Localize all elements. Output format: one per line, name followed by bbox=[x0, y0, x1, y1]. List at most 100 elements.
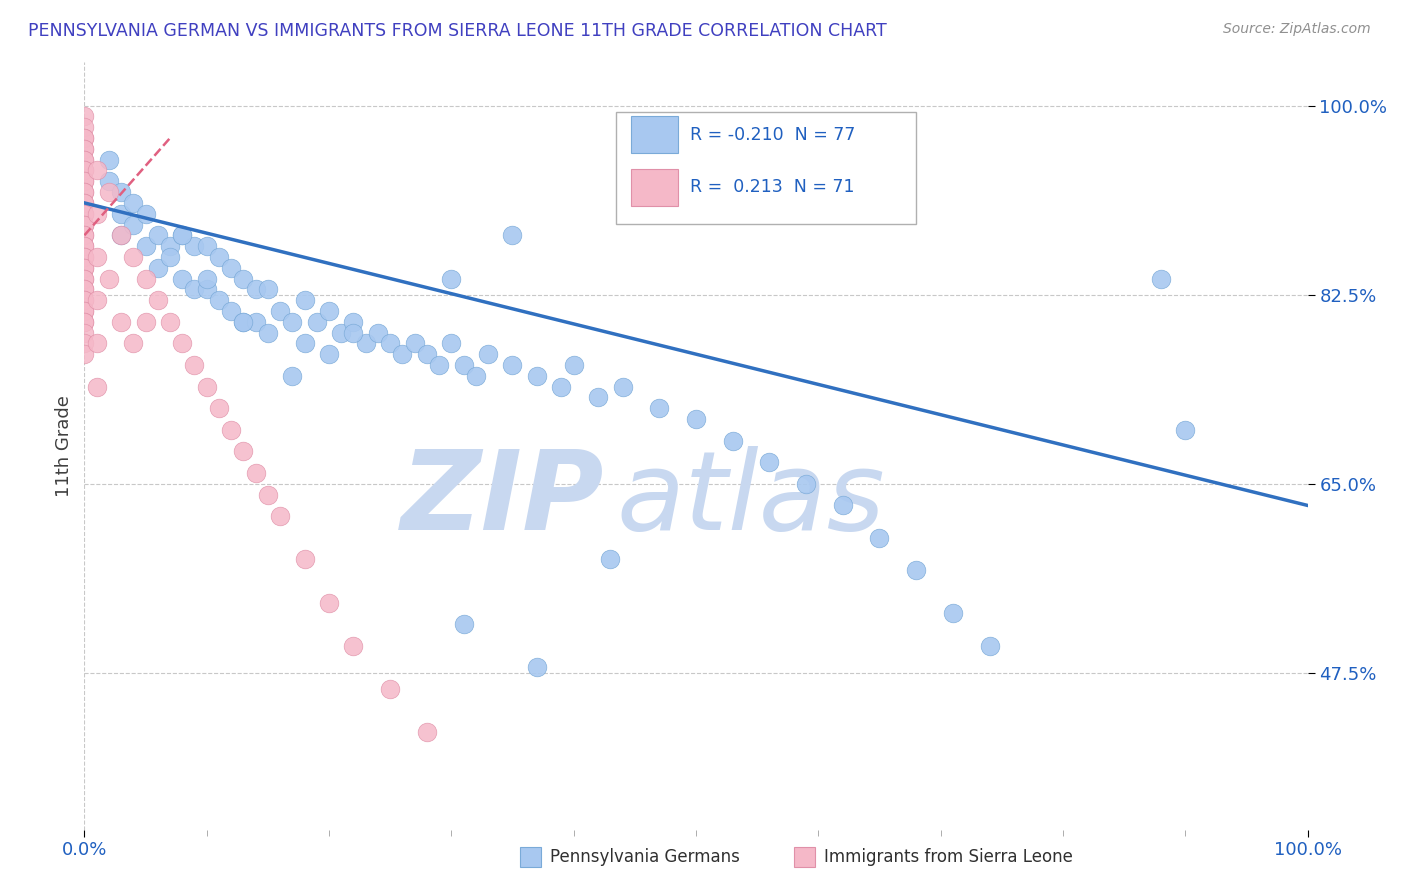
Point bbox=[550, 379, 572, 393]
Text: R = -0.210  N = 77: R = -0.210 N = 77 bbox=[690, 126, 855, 144]
Point bbox=[97, 271, 120, 285]
Point bbox=[294, 293, 316, 307]
Point bbox=[73, 174, 96, 188]
Point bbox=[110, 228, 132, 243]
Point bbox=[73, 293, 96, 307]
Point bbox=[73, 110, 96, 124]
Text: R =  0.213  N = 71: R = 0.213 N = 71 bbox=[690, 178, 855, 196]
Point bbox=[73, 228, 96, 243]
Point bbox=[73, 260, 96, 275]
Point bbox=[502, 228, 524, 243]
Point bbox=[869, 531, 891, 545]
Point bbox=[269, 304, 291, 318]
Point bbox=[342, 326, 364, 340]
Point bbox=[73, 207, 96, 221]
Point bbox=[208, 401, 231, 416]
Text: Immigrants from Sierra Leone: Immigrants from Sierra Leone bbox=[824, 848, 1073, 866]
Point bbox=[245, 466, 267, 480]
Point bbox=[73, 195, 96, 210]
Point bbox=[86, 163, 108, 178]
Point bbox=[73, 185, 96, 199]
Point bbox=[159, 250, 181, 264]
Point bbox=[599, 552, 621, 566]
Point bbox=[159, 239, 181, 253]
Point bbox=[195, 282, 218, 296]
Point bbox=[110, 185, 132, 199]
Point bbox=[73, 239, 96, 253]
Point bbox=[318, 347, 340, 361]
Point bbox=[318, 596, 340, 610]
Point bbox=[73, 228, 96, 243]
Point bbox=[122, 250, 145, 264]
Point bbox=[73, 250, 96, 264]
Point bbox=[758, 455, 780, 469]
Point bbox=[648, 401, 671, 416]
Point bbox=[86, 336, 108, 351]
Point bbox=[73, 282, 96, 296]
Point bbox=[73, 304, 96, 318]
FancyBboxPatch shape bbox=[616, 112, 917, 224]
Point bbox=[354, 336, 377, 351]
Point bbox=[86, 293, 108, 307]
Point bbox=[1174, 423, 1197, 437]
Point bbox=[195, 239, 218, 253]
Point bbox=[122, 218, 145, 232]
Point bbox=[97, 174, 120, 188]
Point bbox=[172, 336, 194, 351]
Point bbox=[257, 282, 280, 296]
Point bbox=[183, 282, 205, 296]
Point bbox=[146, 228, 169, 243]
Point bbox=[86, 379, 108, 393]
Point bbox=[232, 315, 254, 329]
Text: Source: ZipAtlas.com: Source: ZipAtlas.com bbox=[1223, 22, 1371, 37]
Point bbox=[73, 271, 96, 285]
Point bbox=[73, 315, 96, 329]
Point bbox=[685, 412, 707, 426]
Point bbox=[86, 207, 108, 221]
Point bbox=[73, 326, 96, 340]
Point bbox=[73, 185, 96, 199]
Point bbox=[257, 488, 280, 502]
Point bbox=[208, 293, 231, 307]
Point bbox=[73, 315, 96, 329]
Point bbox=[73, 218, 96, 232]
Point bbox=[172, 271, 194, 285]
Point bbox=[135, 207, 157, 221]
Text: PENNSYLVANIA GERMAN VS IMMIGRANTS FROM SIERRA LEONE 11TH GRADE CORRELATION CHART: PENNSYLVANIA GERMAN VS IMMIGRANTS FROM S… bbox=[28, 22, 887, 40]
Point bbox=[73, 174, 96, 188]
Point bbox=[73, 153, 96, 167]
Point bbox=[391, 347, 413, 361]
Point bbox=[427, 358, 450, 372]
Point bbox=[122, 195, 145, 210]
Point bbox=[159, 315, 181, 329]
Point bbox=[172, 228, 194, 243]
Point bbox=[122, 336, 145, 351]
Point bbox=[979, 639, 1001, 653]
Point bbox=[477, 347, 499, 361]
Point bbox=[562, 358, 585, 372]
Point bbox=[380, 336, 402, 351]
Point bbox=[110, 207, 132, 221]
Point bbox=[73, 282, 96, 296]
Point bbox=[219, 260, 242, 275]
Point bbox=[135, 239, 157, 253]
Point bbox=[73, 250, 96, 264]
Point bbox=[172, 228, 194, 243]
Point bbox=[232, 271, 254, 285]
Point bbox=[195, 271, 218, 285]
Point bbox=[464, 368, 486, 383]
Point bbox=[73, 195, 96, 210]
Point bbox=[294, 552, 316, 566]
Point bbox=[73, 163, 96, 178]
Point bbox=[73, 153, 96, 167]
FancyBboxPatch shape bbox=[631, 169, 678, 206]
Point bbox=[73, 293, 96, 307]
Point bbox=[453, 617, 475, 632]
Point bbox=[245, 315, 267, 329]
Point bbox=[342, 639, 364, 653]
Point bbox=[73, 336, 96, 351]
Point bbox=[281, 315, 304, 329]
Point bbox=[269, 509, 291, 524]
Point bbox=[195, 379, 218, 393]
Point bbox=[86, 250, 108, 264]
